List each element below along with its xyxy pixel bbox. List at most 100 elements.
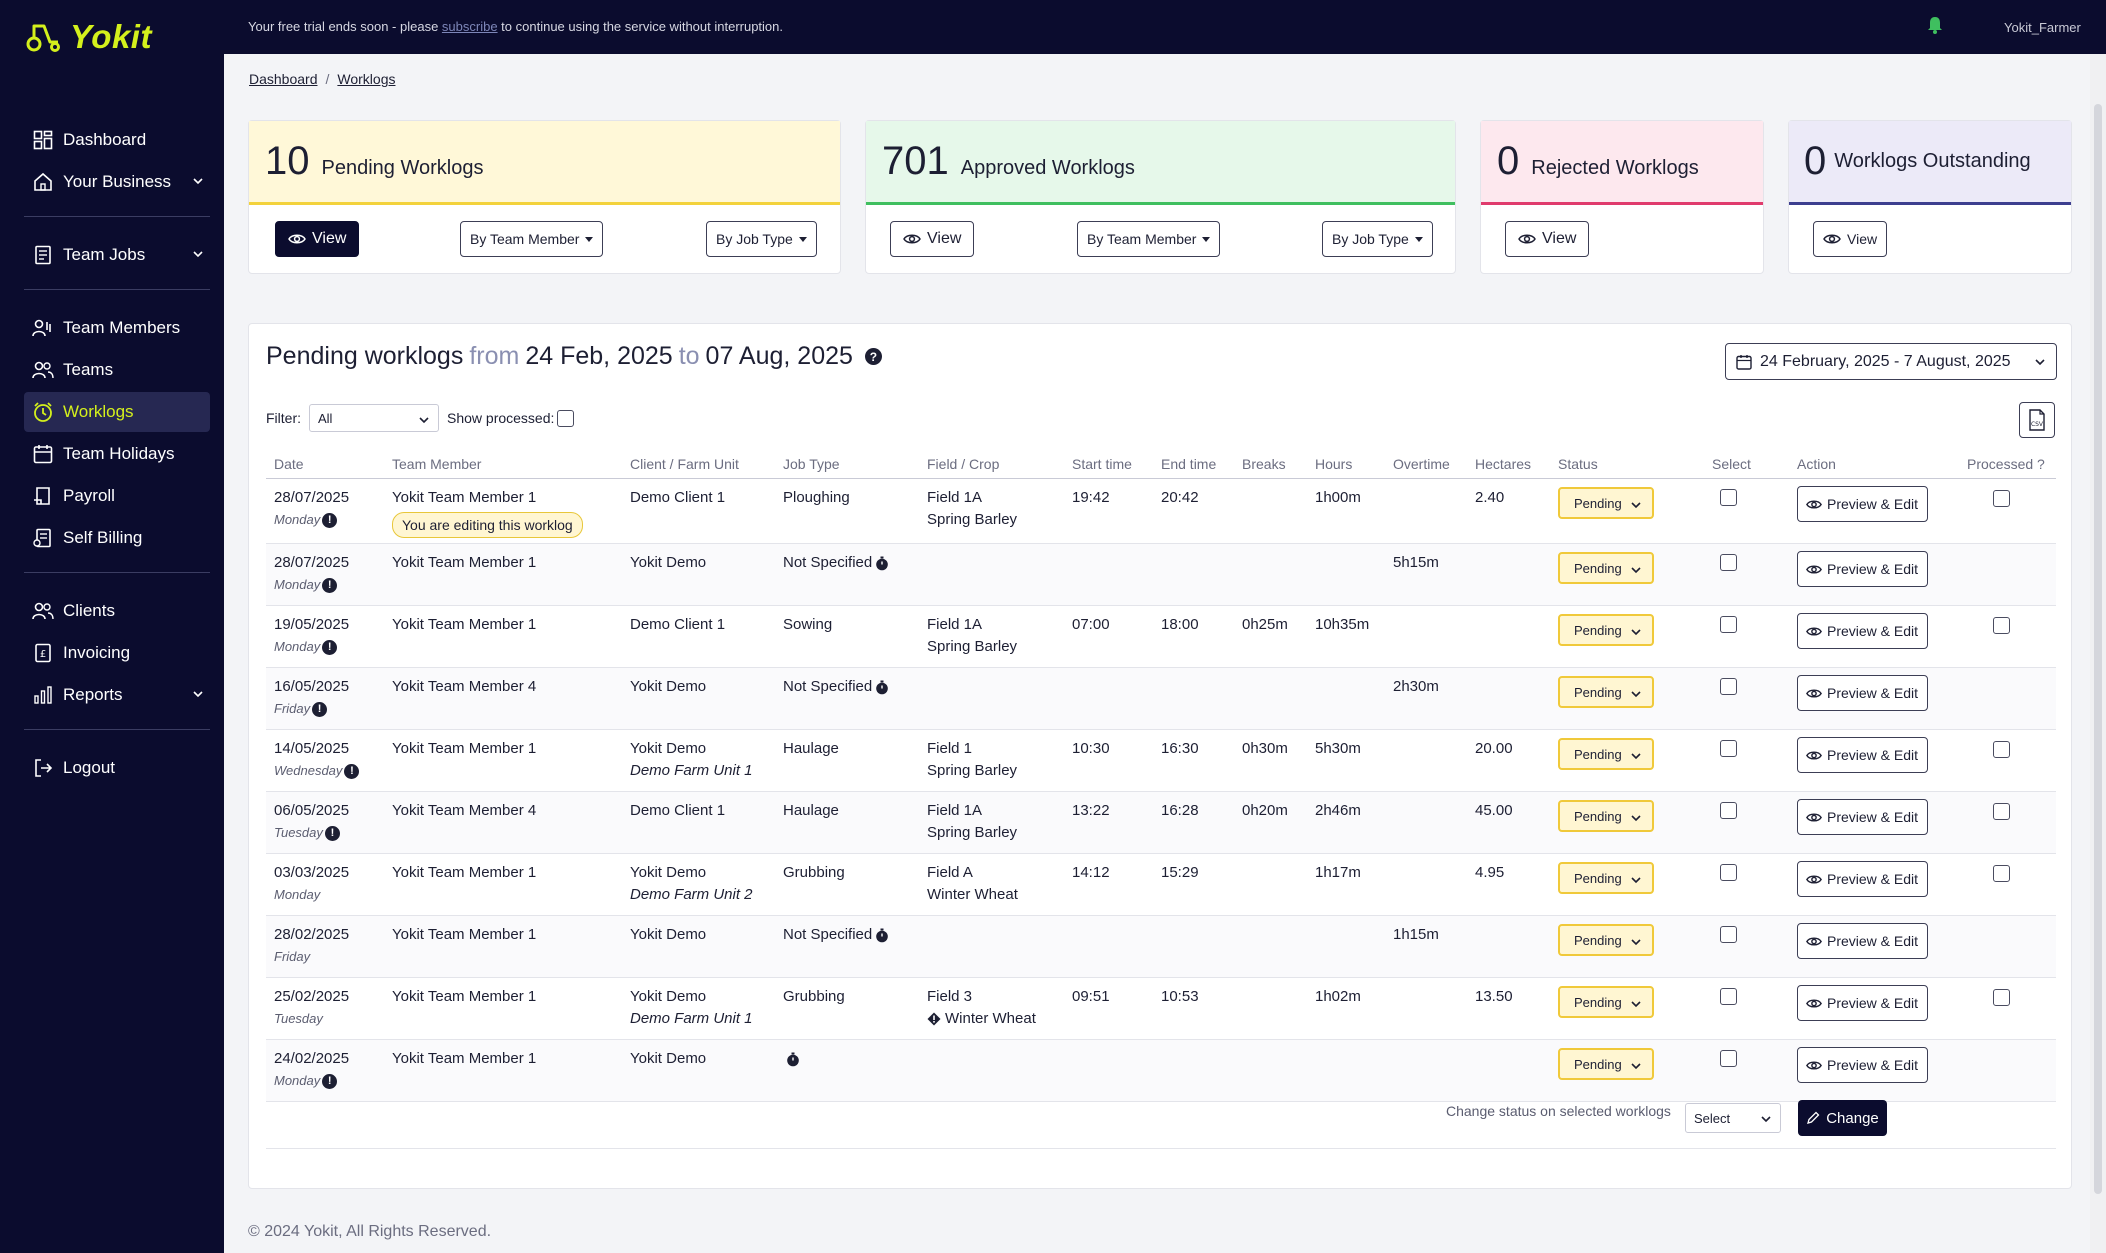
select-checkbox[interactable] [1720, 864, 1737, 881]
alert-icon[interactable]: ! [312, 701, 328, 717]
self-billing-icon [32, 527, 54, 549]
svg-text:CSV: CSV [2031, 421, 2044, 428]
alert-icon[interactable]: ! [344, 763, 360, 779]
preview-edit-button[interactable]: Preview & Edit [1797, 551, 1928, 587]
select-checkbox[interactable] [1720, 489, 1737, 506]
status-dropdown[interactable]: Pending [1558, 614, 1654, 646]
select-checkbox[interactable] [1720, 554, 1737, 571]
select-checkbox[interactable] [1720, 1050, 1737, 1067]
status-dropdown[interactable]: Pending [1558, 862, 1654, 894]
change-status-button[interactable]: Change [1798, 1100, 1887, 1136]
chevron-down-icon [1631, 939, 1641, 946]
status-dropdown[interactable]: Pending [1558, 1048, 1654, 1080]
preview-edit-button[interactable]: Preview & Edit [1797, 985, 1928, 1021]
sidebar-item-self-billing[interactable]: Self Billing [24, 518, 210, 558]
alert-icon[interactable]: ! [322, 512, 338, 528]
select-checkbox[interactable] [1720, 678, 1737, 695]
csv-export-button[interactable]: CSV [2019, 402, 2055, 438]
sidebar-item-teams[interactable]: Teams [24, 350, 210, 390]
select-checkbox[interactable] [1720, 988, 1737, 1005]
bell-icon[interactable] [1927, 16, 1943, 34]
row-start-time: 13:22 [1072, 802, 1110, 819]
row-crop: Spring Barley [927, 638, 1018, 655]
sidebar-item-team-members[interactable]: Team Members [24, 308, 210, 348]
approved-by-member-dropdown[interactable]: By Team Member [1077, 221, 1221, 257]
sidebar-item-payroll[interactable]: Payroll [24, 476, 210, 516]
scrollbar-thumb[interactable] [2094, 104, 2102, 1194]
sidebar-item-your-business[interactable]: Your Business [24, 162, 210, 202]
sidebar-item-logout[interactable]: Logout [24, 748, 210, 788]
logo[interactable]: Yokit [26, 18, 152, 56]
status-dropdown[interactable]: Pending [1558, 924, 1654, 956]
sidebar-item-dashboard[interactable]: Dashboard [24, 120, 210, 160]
preview-edit-button[interactable]: Preview & Edit [1797, 861, 1928, 897]
date-range-picker[interactable]: 24 February, 2025 - 7 August, 2025 [1725, 343, 2057, 380]
processed-checkbox[interactable] [1993, 490, 2010, 507]
row-date: 28/07/2025 [274, 554, 350, 571]
subscribe-link[interactable]: subscribe [441, 19, 498, 34]
filter-select[interactable]: All [309, 404, 439, 432]
bulk-status-select[interactable]: Select [1685, 1103, 1781, 1133]
preview-edit-button[interactable]: Preview & Edit [1797, 923, 1928, 959]
view-rejected-button[interactable]: View [1505, 221, 1590, 257]
view-pending-button[interactable]: View [275, 221, 360, 257]
status-dropdown[interactable]: Pending [1558, 552, 1654, 584]
processed-checkbox[interactable] [1993, 741, 2010, 758]
status-dropdown[interactable]: Pending [1558, 738, 1654, 770]
pending-by-member-dropdown[interactable]: By Team Member [460, 221, 604, 257]
preview-edit-button[interactable]: Preview & Edit [1797, 675, 1928, 711]
view-approved-button[interactable]: View [890, 221, 975, 257]
sidebar-item-label: Clients [63, 601, 115, 620]
alert-icon[interactable]: ! [322, 577, 338, 593]
sidebar-item-worklogs[interactable]: Worklogs [24, 392, 210, 432]
username[interactable]: Yokit_Farmer [2004, 20, 2081, 35]
eye-icon [1518, 234, 1536, 244]
approved-by-job-dropdown[interactable]: By Job Type [1322, 221, 1433, 257]
processed-checkbox[interactable] [1993, 803, 2010, 820]
chevron-down-icon [2035, 359, 2045, 366]
pending-by-job-dropdown[interactable]: By Job Type [706, 221, 817, 257]
preview-edit-button[interactable]: Preview & Edit [1797, 799, 1928, 835]
select-checkbox[interactable] [1720, 802, 1737, 819]
caret-down-icon [585, 236, 594, 242]
breadcrumb-dashboard[interactable]: Dashboard [249, 71, 318, 87]
alert-icon[interactable]: ! [324, 825, 340, 841]
row-job-type: Grubbing [783, 864, 845, 881]
row-client: Demo Client 1 [630, 802, 726, 819]
alert-icon[interactable]: ! [322, 1073, 338, 1089]
status-dropdown[interactable]: Pending [1558, 800, 1654, 832]
divider [24, 729, 210, 730]
processed-checkbox[interactable] [1993, 989, 2010, 1006]
status-dropdown[interactable]: Pending [1558, 676, 1654, 708]
preview-edit-button[interactable]: Preview & Edit [1797, 486, 1928, 522]
eye-icon [1806, 936, 1822, 946]
row-crop: Winter Wheat [945, 1010, 1036, 1027]
select-checkbox[interactable] [1720, 740, 1737, 757]
row-member: Yokit Team Member 4 [392, 802, 537, 819]
preview-edit-button[interactable]: Preview & Edit [1797, 1047, 1928, 1083]
sidebar: Yokit Dashboard Your Business Team Jobs … [0, 0, 224, 1253]
help-icon[interactable]: ? [864, 348, 882, 365]
show-processed-checkbox[interactable] [557, 409, 575, 427]
sidebar-item-reports[interactable]: Reports [24, 675, 210, 715]
status-dropdown[interactable]: Pending [1558, 487, 1654, 519]
processed-checkbox[interactable] [1993, 617, 2010, 634]
preview-edit-button[interactable]: Preview & Edit [1797, 737, 1928, 773]
row-hectares: 2.40 [1475, 489, 1505, 506]
row-farm-unit: Demo Farm Unit 2 [630, 886, 753, 903]
sidebar-item-team-holidays[interactable]: Team Holidays [24, 434, 210, 474]
select-checkbox[interactable] [1720, 926, 1737, 943]
select-checkbox[interactable] [1720, 616, 1737, 633]
sidebar-item-clients[interactable]: Clients [24, 591, 210, 631]
chevron-down-icon [419, 417, 429, 424]
sidebar-item-invoicing[interactable]: £ Invoicing [24, 633, 210, 673]
row-job-type: Ploughing [783, 489, 850, 506]
approved-label: Approved Worklogs [960, 157, 1135, 179]
alert-icon[interactable]: ! [322, 639, 338, 655]
view-outstanding-button[interactable]: View [1813, 221, 1888, 257]
sidebar-item-team-jobs[interactable]: Team Jobs [24, 235, 210, 275]
preview-edit-button[interactable]: Preview & Edit [1797, 613, 1928, 649]
processed-checkbox[interactable] [1993, 865, 2010, 882]
breadcrumb-worklogs[interactable]: Worklogs [337, 71, 396, 87]
status-dropdown[interactable]: Pending [1558, 986, 1654, 1018]
